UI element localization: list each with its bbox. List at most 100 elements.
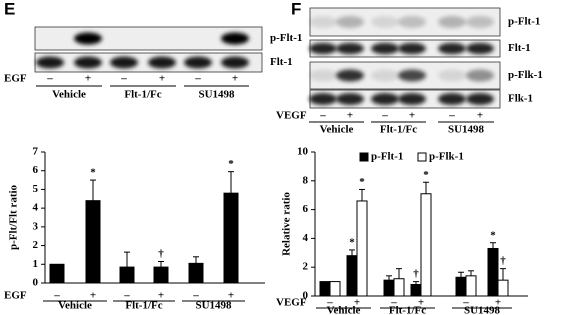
x-tick-label: + bbox=[90, 290, 96, 302]
group-label: SU1498 bbox=[464, 305, 501, 315]
blot-band bbox=[438, 93, 466, 105]
y-tick-label: 6 bbox=[33, 164, 39, 176]
blot-band bbox=[371, 93, 399, 105]
blot-label: p-Flt-1 bbox=[508, 16, 540, 28]
y-axis-label: Relative ratio bbox=[281, 192, 293, 256]
x-tick-label: + bbox=[228, 290, 234, 302]
treatment-sign: – bbox=[381, 110, 388, 122]
blot-band bbox=[309, 69, 337, 82]
treatment-sign: – bbox=[194, 73, 201, 85]
legend-swatch bbox=[417, 152, 427, 162]
group-label: Flt-1/Fc bbox=[380, 124, 417, 136]
blot-label: Flt-1 bbox=[270, 56, 293, 68]
blot-band bbox=[336, 93, 364, 105]
significance-marker: * bbox=[359, 176, 365, 188]
bar bbox=[85, 200, 101, 284]
treatment-sign: + bbox=[347, 110, 353, 122]
blot-band bbox=[398, 93, 426, 105]
blot-band bbox=[74, 56, 102, 69]
blot-band bbox=[221, 32, 249, 45]
x-tick-label: + bbox=[418, 297, 424, 309]
group-label: SU1498 bbox=[198, 89, 235, 101]
error-bar bbox=[423, 181, 429, 194]
bar bbox=[49, 263, 65, 284]
blot-band bbox=[466, 93, 494, 105]
error-bar bbox=[386, 275, 392, 281]
treatment-label: VEGF bbox=[276, 297, 307, 309]
group-label: Vehicle bbox=[327, 305, 361, 315]
blot-band bbox=[371, 69, 399, 82]
y-tick-label: 4 bbox=[303, 232, 309, 244]
error-bar bbox=[500, 268, 506, 281]
error-bar bbox=[396, 268, 402, 279]
blot-band bbox=[221, 56, 249, 69]
y-tick-label: 7 bbox=[33, 146, 39, 158]
y-tick-label: 6 bbox=[303, 203, 309, 215]
blot-band bbox=[110, 56, 138, 69]
significance-marker: † bbox=[500, 255, 506, 267]
significance-marker: * bbox=[490, 229, 496, 241]
bar bbox=[319, 281, 331, 297]
error-bar bbox=[349, 249, 355, 256]
y-tick-label: 8 bbox=[303, 174, 309, 186]
significance-marker: * bbox=[349, 236, 355, 248]
error-bar bbox=[490, 242, 496, 249]
panel-letter: F bbox=[291, 0, 301, 18]
group-label: Vehicle bbox=[52, 89, 86, 101]
y-axis-label: p-Flt/Flt ratio bbox=[8, 184, 20, 250]
treatment-sign: – bbox=[120, 73, 127, 85]
bar bbox=[455, 276, 467, 297]
error-bar bbox=[124, 251, 130, 268]
y-tick-label: 4 bbox=[33, 202, 39, 214]
x-tick-label: – bbox=[462, 297, 469, 309]
blot-band bbox=[74, 32, 102, 45]
bar bbox=[188, 262, 204, 284]
legend-swatch bbox=[359, 152, 369, 162]
blot-label: p-Flk-1 bbox=[508, 69, 543, 81]
blot-band bbox=[148, 56, 176, 69]
significance-marker: * bbox=[423, 169, 429, 181]
treatment-sign: + bbox=[85, 73, 91, 85]
blot-band bbox=[398, 42, 426, 55]
group-label: Vehicle bbox=[58, 300, 92, 312]
y-tick-label: 0 bbox=[303, 290, 309, 302]
x-tick-label: + bbox=[354, 297, 360, 309]
y-tick-label: 5 bbox=[33, 183, 39, 195]
blot-band bbox=[466, 16, 494, 28]
x-tick-label: – bbox=[192, 290, 199, 302]
group-label: SU1498 bbox=[448, 124, 485, 136]
bar bbox=[487, 247, 499, 297]
significance-marker: * bbox=[228, 158, 234, 170]
blot-band bbox=[371, 16, 399, 28]
treatment-label: EGF bbox=[4, 290, 27, 302]
x-tick-label: + bbox=[158, 290, 164, 302]
bar bbox=[356, 200, 368, 297]
blot-band bbox=[36, 56, 64, 69]
blot-band bbox=[398, 69, 426, 82]
x-tick-label: – bbox=[53, 290, 60, 302]
blot-label: Flk-1 bbox=[508, 93, 533, 105]
error-bar bbox=[158, 260, 164, 268]
blot-label: p-Flt-1 bbox=[270, 32, 302, 44]
significance-marker: * bbox=[90, 167, 96, 179]
treatment-sign: + bbox=[477, 110, 483, 122]
blot-band bbox=[438, 16, 466, 28]
treatment-sign: + bbox=[159, 73, 165, 85]
group-label: Vehicle bbox=[320, 124, 354, 136]
blot-band bbox=[336, 16, 364, 28]
treatment-sign: – bbox=[46, 73, 53, 85]
blot-band bbox=[466, 69, 494, 82]
error-bar bbox=[90, 179, 96, 201]
blot-band bbox=[398, 16, 426, 28]
group-label: SU1498 bbox=[195, 300, 232, 312]
treatment-sign: + bbox=[232, 73, 238, 85]
blot-band bbox=[438, 42, 466, 55]
group-label: Flt-1/Fc bbox=[389, 305, 426, 315]
treatment-sign: – bbox=[319, 110, 326, 122]
bar bbox=[119, 266, 135, 284]
significance-marker: † bbox=[158, 248, 164, 260]
y-tick-label: 10 bbox=[297, 146, 309, 158]
blot-band bbox=[371, 42, 399, 55]
bar bbox=[346, 255, 358, 297]
